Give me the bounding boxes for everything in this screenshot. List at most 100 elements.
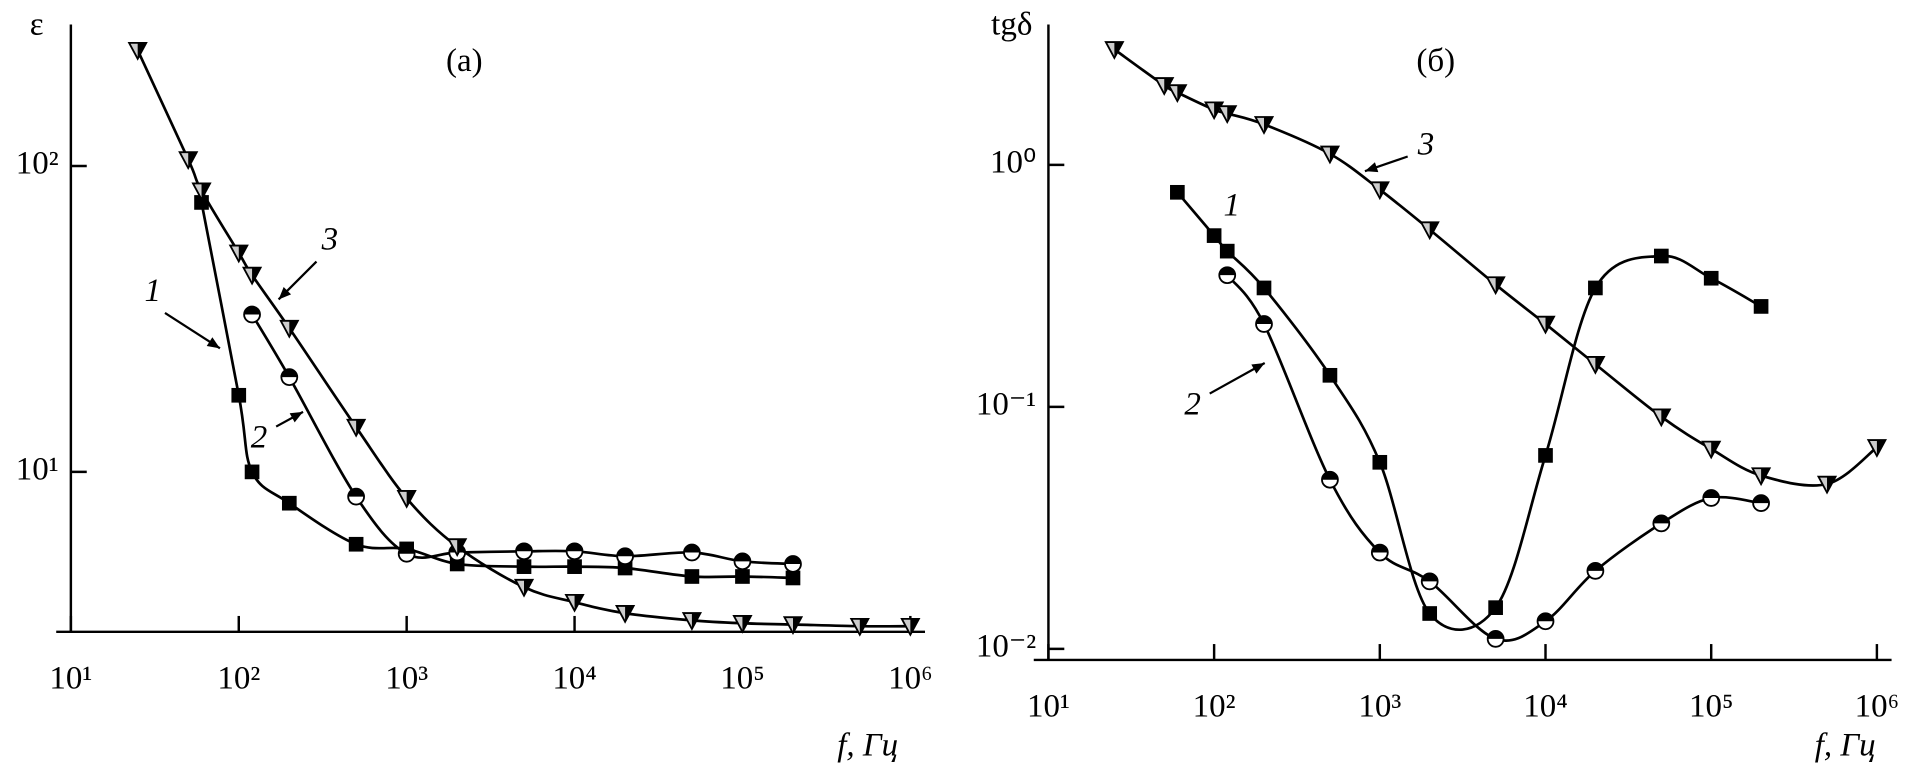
marker-half (1761, 468, 1770, 485)
marker-half (289, 320, 298, 337)
series-label: 1 (1223, 187, 1240, 223)
marker (1422, 606, 1438, 621)
series-label: 3 (1417, 126, 1435, 162)
marker (1588, 280, 1603, 296)
marker-half (1595, 356, 1604, 373)
arrow-head (1364, 162, 1379, 173)
series-label: 1 (144, 273, 161, 309)
marker-half (1653, 515, 1670, 524)
marker (1322, 367, 1338, 383)
y-tick-label: 10⁻² (976, 628, 1036, 664)
marker-half (1329, 146, 1339, 163)
marker-half (1753, 495, 1770, 504)
y-axis-label: ε (30, 7, 44, 43)
x-tick-label: 10¹ (1027, 688, 1070, 724)
marker-half (137, 42, 147, 59)
marker-half (398, 545, 415, 554)
marker-half (238, 245, 248, 262)
series-line (250, 313, 794, 566)
x-tick-label: 10¹ (49, 660, 92, 696)
marker-half (1177, 85, 1186, 102)
y-tick-label: 10⁰ (990, 144, 1036, 180)
arrow-head (278, 287, 292, 300)
marker (1538, 448, 1553, 463)
marker-half (188, 152, 197, 169)
marker (348, 536, 364, 552)
x-tick-label: 10³ (1358, 688, 1401, 724)
marker-half (356, 419, 365, 436)
series-label: 3 (321, 222, 339, 258)
marker (735, 569, 750, 584)
marker-half (252, 267, 261, 284)
marker-half (1711, 441, 1720, 458)
x-tick-label: 10⁶ (1855, 688, 1899, 724)
series-line (1226, 274, 1762, 642)
series-label: 2 (251, 420, 268, 456)
x-tick-label: 10⁴ (552, 660, 596, 696)
marker-half (910, 618, 919, 635)
marker-half (244, 306, 261, 315)
arrow-head (1251, 363, 1265, 374)
marker (516, 559, 532, 574)
x-axis-label: f, Гц (837, 727, 898, 763)
marker-half (1421, 573, 1438, 582)
marker (1170, 184, 1185, 200)
marker-half (1379, 182, 1389, 199)
marker (1219, 243, 1235, 259)
marker-half (683, 544, 700, 553)
marker-half (1537, 613, 1554, 622)
marker-half (1827, 476, 1836, 493)
x-tick-label: 10² (217, 660, 260, 696)
y-tick-label: 10² (16, 146, 59, 182)
series-line (1176, 191, 1762, 631)
x-axis-label: f, Гц (1815, 727, 1876, 763)
x-tick-label: 10⁶ (888, 660, 932, 696)
marker (1372, 454, 1388, 470)
marker (1753, 299, 1769, 314)
y-tick-label: 10⁻¹ (976, 386, 1036, 422)
marker-half (348, 488, 365, 497)
panel-title: (б) (1416, 43, 1455, 79)
marker-half (1256, 316, 1272, 324)
marker-half (742, 615, 752, 632)
marker-half (785, 556, 801, 564)
marker-half (1321, 471, 1338, 480)
marker-half (691, 613, 701, 629)
marker (1206, 228, 1222, 243)
marker (1488, 600, 1503, 615)
marker (244, 464, 260, 480)
x-tick-label: 10² (1193, 688, 1236, 724)
marker (684, 569, 700, 584)
marker-half (457, 539, 466, 556)
marker-half (1876, 440, 1886, 456)
series-line (200, 202, 794, 580)
marker-half (1545, 316, 1555, 333)
marker-half (1587, 562, 1604, 571)
x-tick-label: 10⁵ (720, 660, 764, 696)
marker-half (281, 369, 298, 378)
marker-half (1703, 490, 1720, 499)
marker-half (566, 543, 583, 552)
marker-half (516, 543, 532, 552)
marker-half (1219, 267, 1236, 276)
x-tick-label: 10⁴ (1523, 688, 1567, 724)
marker (617, 560, 633, 576)
marker (1653, 248, 1669, 264)
panel-title: (а) (446, 43, 483, 79)
marker (785, 570, 801, 586)
marker (231, 387, 247, 403)
arrow-head (289, 411, 304, 423)
y-tick-label: 10¹ (16, 451, 59, 487)
marker-half (617, 548, 634, 557)
marker (1703, 270, 1719, 286)
marker (1256, 280, 1272, 296)
marker-half (734, 553, 751, 562)
marker-half (1371, 544, 1388, 553)
series-label: 2 (1184, 387, 1201, 423)
arrow-head (206, 337, 220, 349)
marker-half (859, 618, 869, 635)
marker-half (1429, 222, 1439, 239)
x-tick-label: 10⁵ (1689, 688, 1733, 724)
y-axis-label: tgδ (991, 7, 1032, 43)
